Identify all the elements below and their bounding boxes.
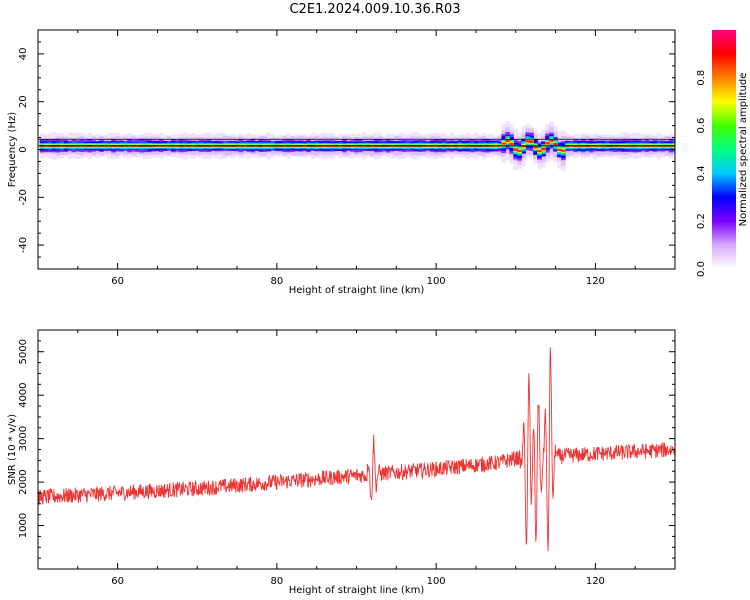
colorbar-tick-label: 0.0 xyxy=(696,261,707,277)
snr-frame xyxy=(37,329,676,570)
spectral-band xyxy=(38,120,675,171)
x-tick-label: 60 xyxy=(111,576,124,587)
y-tick-label: -20 xyxy=(18,189,29,205)
x-tick-label: 100 xyxy=(427,276,446,287)
colorbar-label: Normalized spectral amplitude xyxy=(738,73,749,227)
snr-series-line xyxy=(37,347,676,552)
y-tick-label: 40 xyxy=(18,48,29,61)
x-tick-label: 120 xyxy=(586,576,605,587)
band-cell xyxy=(525,140,530,143)
band-cell xyxy=(537,149,542,153)
y-tick-label: 2000 xyxy=(18,469,29,494)
band-cell xyxy=(517,149,522,152)
band-cell xyxy=(501,142,506,145)
y-tick-label: 4000 xyxy=(18,382,29,407)
colorbar: 0.0 0.2 0.4 0.6 0.8 xyxy=(696,30,736,277)
band-cell xyxy=(561,149,566,152)
band-cell xyxy=(541,147,546,151)
spectrogram-axes: 60 80 100 120 -40 -20 0 20 40 xyxy=(18,29,676,287)
y-tick-label: 3000 xyxy=(18,426,29,451)
band-cell xyxy=(529,140,534,144)
spectrogram-plot-area xyxy=(38,120,675,171)
x-tick-label: 120 xyxy=(586,276,605,287)
colorbar-tick-label: 0.6 xyxy=(696,118,707,134)
y-tick-label: 1000 xyxy=(18,513,29,538)
y-tick-label: -40 xyxy=(18,237,29,253)
spectrogram-y-axis-label: Frequency (Hz) xyxy=(7,112,18,188)
colorbar-tick-label: 0.2 xyxy=(696,213,707,229)
band-cell xyxy=(513,148,518,151)
band-cell xyxy=(509,142,514,146)
band-cell xyxy=(549,139,554,142)
y-tick-label: 5000 xyxy=(18,339,29,364)
band-cell xyxy=(545,141,550,145)
x-tick-label: 100 xyxy=(427,576,446,587)
chart-title: C2E1.2024.009.10.36.R03 xyxy=(289,2,461,17)
colorbar-tick-label: 0.8 xyxy=(696,70,707,86)
snr-x-axis-label: Height of straight line (km) xyxy=(289,585,425,596)
band-cell xyxy=(553,143,558,146)
snr-plot-area xyxy=(37,347,676,552)
y-tick-label: 0 xyxy=(18,146,29,152)
x-tick-label: 80 xyxy=(271,276,284,287)
x-tick-label: 60 xyxy=(111,276,124,287)
spectrogram-x-axis-label: Height of straight line (km) xyxy=(289,285,425,296)
y-tick-label: 20 xyxy=(18,95,29,108)
snr-y-axis-label: SNR (10 * v/v) xyxy=(7,414,18,485)
colorbar-gradient xyxy=(712,30,736,269)
band-cell xyxy=(505,139,510,143)
band-cell xyxy=(557,148,562,151)
band-cell xyxy=(533,145,538,149)
x-tick-label: 80 xyxy=(271,576,284,587)
snr-axes: 60 80 100 120 1000 2000 3000 4000 5000 xyxy=(18,329,676,587)
colorbar-tick-label: 0.4 xyxy=(696,165,707,181)
